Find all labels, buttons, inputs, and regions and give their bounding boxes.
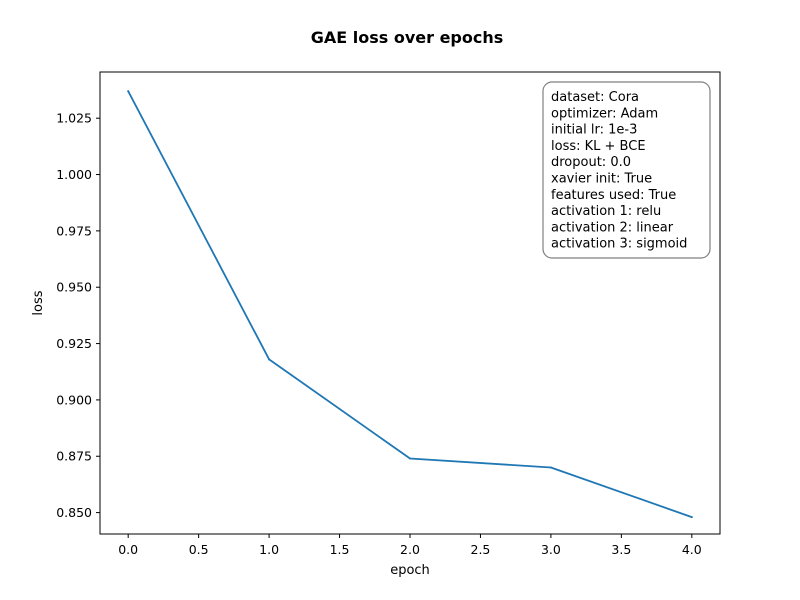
x-tick-label: 0.5 [189,542,209,557]
x-axis-ticks: 0.0 0.5 1.0 1.5 2.0 2.5 3.0 3.5 4.0 [118,534,702,557]
info-line: optimizer: Adam [551,106,658,121]
x-tick-label: 2.5 [471,542,491,557]
x-tick-label: 0.0 [118,542,138,557]
x-tick-label: 1.5 [330,542,350,557]
info-line: dropout: 0.0 [551,155,631,170]
loss-point-epoch-4 [690,516,693,519]
x-tick-label: 3.0 [541,542,561,557]
loss-point-epoch-1 [268,358,271,361]
info-line: activation 3: sigmoid [551,237,687,252]
loss-point-epoch-0 [127,90,130,93]
loss-point-epoch-3 [549,466,552,469]
y-tick-label: 1.000 [56,167,92,182]
y-tick-label: 0.875 [56,449,92,464]
x-tick-label: 4.0 [682,542,702,557]
y-tick-label: 1.025 [56,111,92,126]
y-axis-label: loss [31,290,46,315]
y-tick-label: 0.925 [56,336,92,351]
x-tick-label: 3.5 [611,542,631,557]
info-box-frame [542,81,711,259]
y-tick-label: 0.850 [56,505,92,520]
info-line: activation 2: linear [551,220,674,235]
x-tick-label: 2.0 [400,542,420,557]
info-line: dataset: Cora [551,90,639,105]
plot-area-frame [99,71,721,535]
chart-title: GAE loss over epochs [311,28,504,47]
y-tick-label: 0.975 [56,223,92,238]
info-line: features used: True [551,188,676,203]
x-tick-label: 1.0 [259,542,279,557]
info-line: loss: KL + BCE [551,139,646,154]
loss-series-points [127,90,693,519]
y-tick-label: 0.900 [56,392,92,407]
loss-point-epoch-2 [409,457,411,460]
y-tick-label: 0.950 [56,280,92,295]
x-axis-label: epoch [390,563,430,578]
y-axis-ticks: 0.850 0.875 0.900 0.925 0.950 0.975 1.000 1.025 [56,111,100,520]
info-line: initial lr: 1e-3 [551,123,637,138]
info-line: activation 1: relu [551,204,661,219]
info-line: xavier init: True [551,172,652,187]
